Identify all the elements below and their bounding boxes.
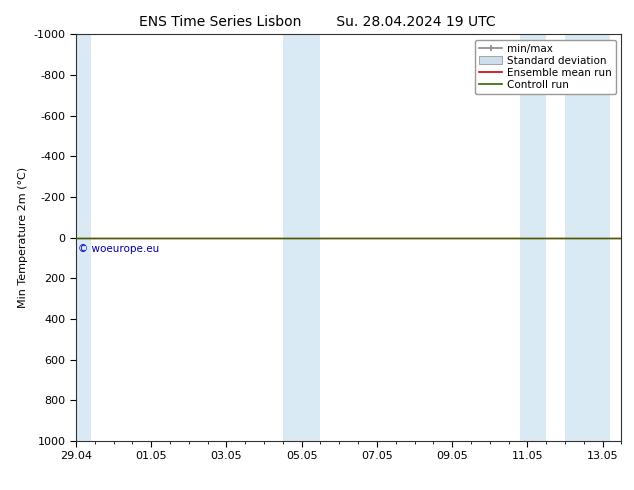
Bar bbox=[76, 34, 91, 441]
Bar bbox=[565, 34, 610, 441]
Y-axis label: Min Temperature 2m (°C): Min Temperature 2m (°C) bbox=[18, 167, 28, 308]
Text: ENS Time Series Lisbon        Su. 28.04.2024 19 UTC: ENS Time Series Lisbon Su. 28.04.2024 19… bbox=[139, 15, 495, 29]
Bar bbox=[283, 34, 321, 441]
Text: © woeurope.eu: © woeurope.eu bbox=[78, 244, 159, 254]
Bar bbox=[520, 34, 546, 441]
Legend: min/max, Standard deviation, Ensemble mean run, Controll run: min/max, Standard deviation, Ensemble me… bbox=[475, 40, 616, 94]
